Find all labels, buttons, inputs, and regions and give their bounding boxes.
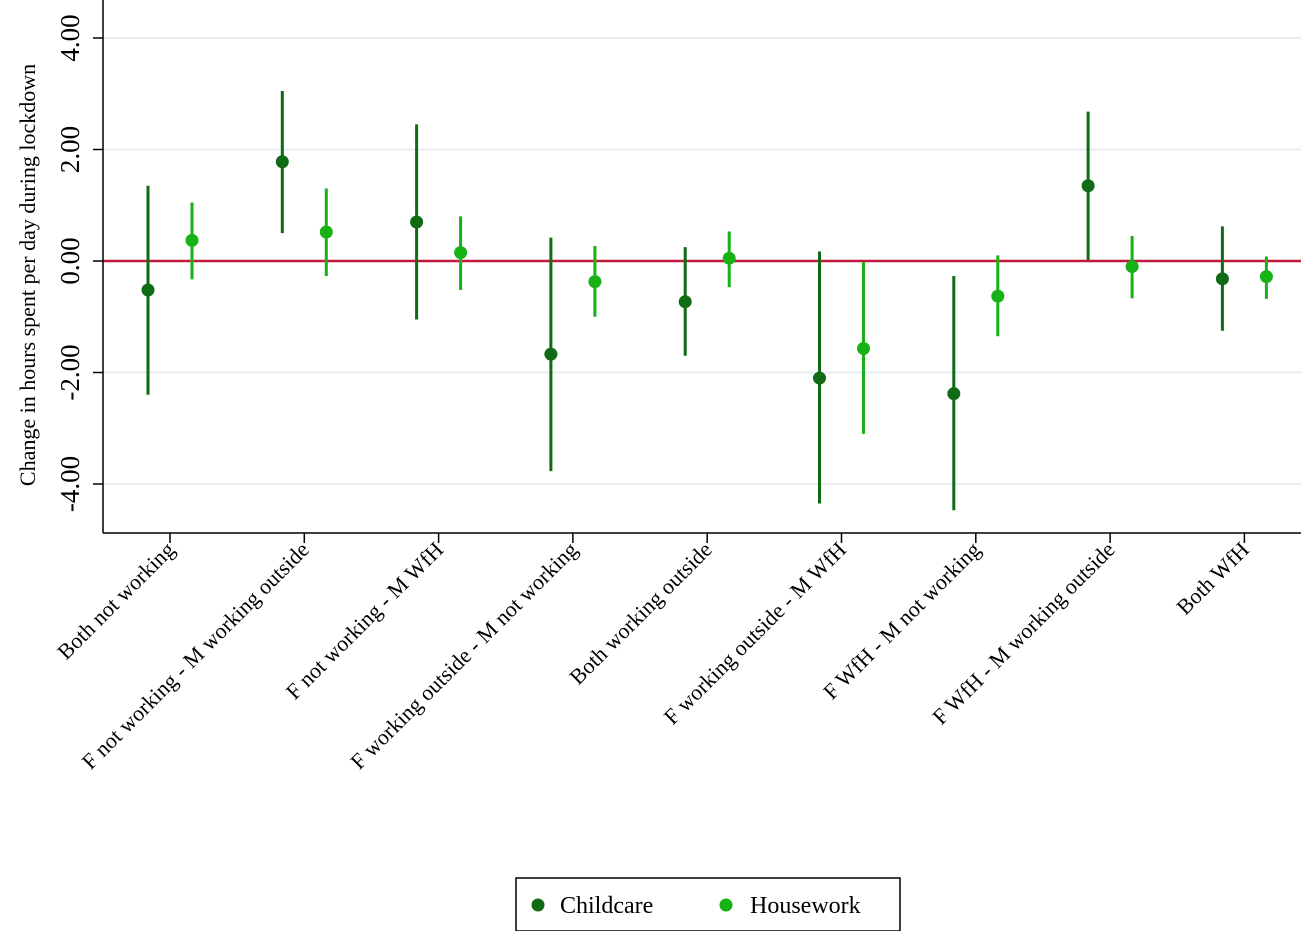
data-point xyxy=(813,371,826,385)
data-point xyxy=(1125,260,1139,274)
legend-label: Housework xyxy=(750,893,861,919)
y-tick-label: -4.00 xyxy=(55,456,85,512)
x-tick-label: Both not working xyxy=(52,537,179,664)
data-point xyxy=(1081,179,1095,193)
data-point xyxy=(722,251,736,265)
data-point xyxy=(857,342,870,356)
legend-box xyxy=(515,877,901,931)
data-point xyxy=(678,295,692,309)
axes: 4.00 2.00 0.00 -2.00 -4.00 xyxy=(55,0,1301,543)
data-point xyxy=(947,387,961,401)
y-tick-label: 2.00 xyxy=(55,126,85,173)
series-marks xyxy=(141,90,1273,511)
data-point xyxy=(544,347,558,361)
x-tick-label: Both WfH xyxy=(1171,537,1254,620)
legend-label: Childcare xyxy=(560,893,653,919)
x-tick-label: Both working outside xyxy=(564,537,717,690)
x-tick-label: F working outside - M not working xyxy=(345,537,582,774)
y-tick-label: 0.00 xyxy=(55,237,85,284)
data-point xyxy=(991,289,1005,303)
legend-marker xyxy=(531,898,545,912)
data-point xyxy=(319,225,333,239)
data-point xyxy=(588,275,602,289)
y-tick-label: 4.00 xyxy=(55,14,85,61)
y-tick-label: -2.00 xyxy=(55,344,85,400)
data-point xyxy=(410,215,424,229)
data-point xyxy=(185,233,199,247)
legend-marker xyxy=(719,898,733,912)
data-point xyxy=(275,155,289,169)
data-point xyxy=(1259,270,1273,284)
data-point xyxy=(141,283,155,297)
data-point xyxy=(454,246,468,260)
y-axis-title: Change in hours spent per day during loc… xyxy=(15,64,40,486)
x-tick-label: F not working - M working outside xyxy=(77,537,314,774)
data-point xyxy=(1215,272,1229,286)
legend: Childcare Housework xyxy=(515,877,901,931)
